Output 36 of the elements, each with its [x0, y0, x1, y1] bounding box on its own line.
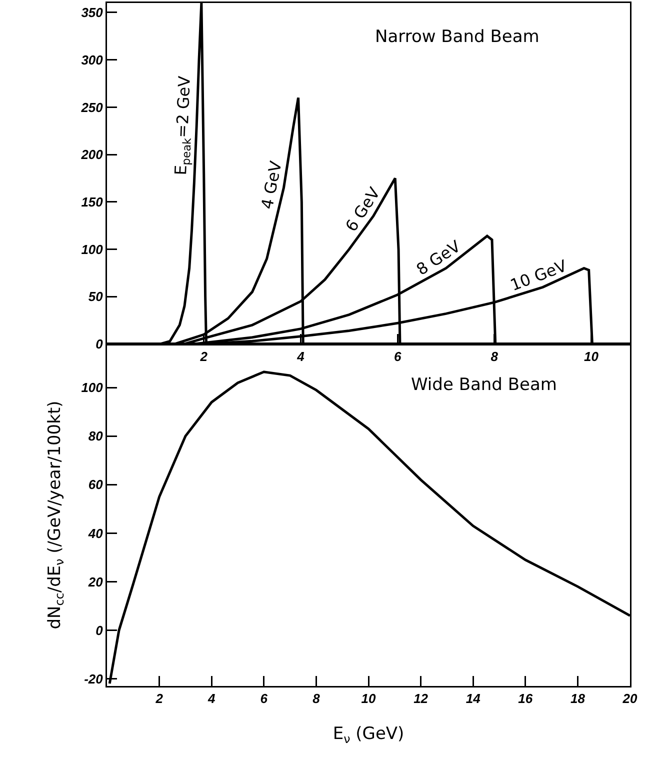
- text: 4 GeV: [257, 159, 286, 211]
- y-tick-label: 0: [96, 336, 104, 352]
- y-tick-label: 80: [88, 428, 104, 444]
- y-tick-label: 50: [88, 289, 104, 304]
- x-tick-label: 12: [414, 691, 429, 706]
- x-tick-label: 2: [199, 349, 208, 364]
- x-tick-label: 10: [584, 349, 600, 364]
- y-tick-label: 100: [81, 380, 104, 396]
- y-tick-label: 100: [81, 242, 104, 257]
- y-tick-label: 250: [80, 100, 104, 115]
- x-tick-label: 4: [206, 691, 216, 706]
- annotation: Wide Band Beam: [411, 375, 557, 395]
- y-tick-label: 40: [87, 526, 104, 541]
- text: 8 GeV: [412, 236, 464, 280]
- x-tick-label: 6: [260, 691, 268, 706]
- annotation: Narrow Band Beam: [375, 27, 540, 47]
- y-tick-label: 150: [81, 194, 104, 210]
- x-tick-label: 6: [394, 349, 402, 364]
- x-axis-title: E$_{ν}$ (GeV): [332, 724, 404, 746]
- x-tick-label: 14: [466, 691, 482, 706]
- x-tick-label: 10: [361, 691, 376, 706]
- x-tick-label: 2: [154, 691, 164, 706]
- x-tick-label: 4: [296, 349, 306, 364]
- y-tick-label: 350: [81, 5, 104, 20]
- y-tick-label: -20: [84, 671, 104, 686]
- y-tick-label: 200: [80, 147, 104, 162]
- y-tick-label: 20: [87, 574, 104, 590]
- text: 10 GeV: [508, 256, 570, 295]
- y-tick-label: 300: [81, 52, 104, 68]
- x-tick-label: 18: [570, 691, 586, 706]
- y-tick-label: 60: [88, 477, 104, 492]
- x-tick-label: 16: [518, 691, 534, 706]
- x-tick-label: 8: [490, 349, 499, 364]
- x-tick-label: 20: [622, 691, 638, 706]
- y-tick-label: 0: [96, 622, 104, 638]
- x-tick-label: 8: [312, 691, 321, 706]
